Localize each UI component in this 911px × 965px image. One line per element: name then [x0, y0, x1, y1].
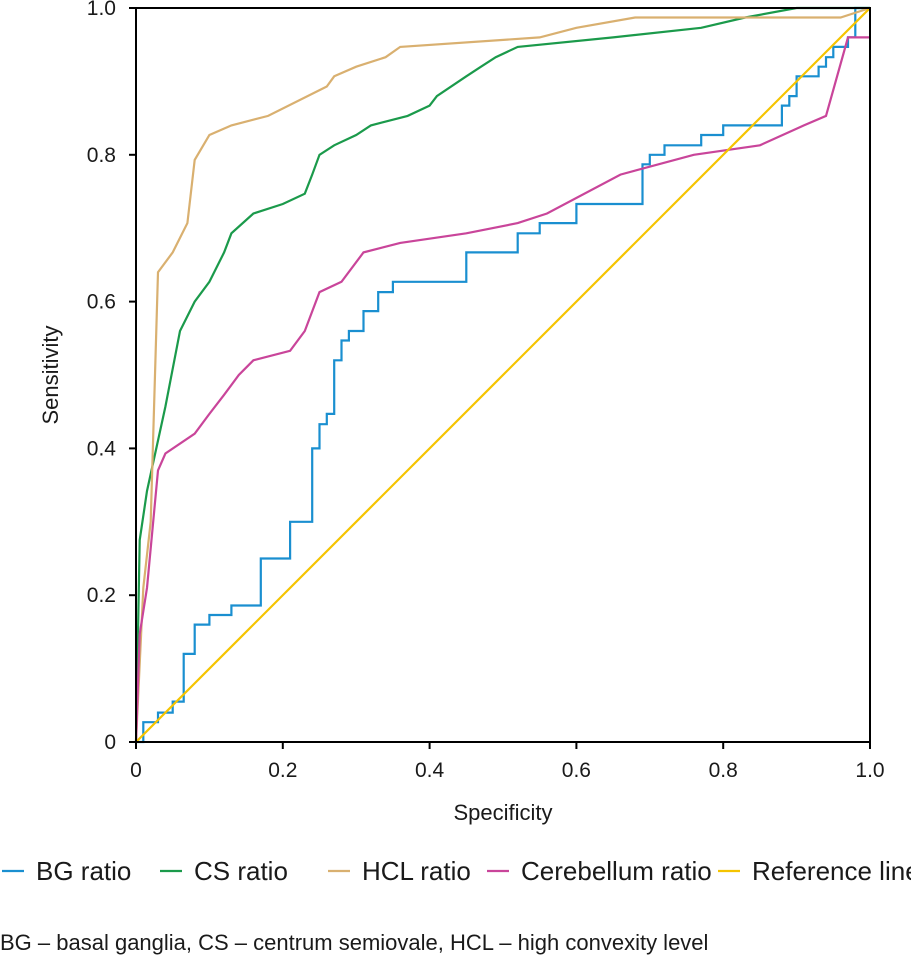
series-line-bg-ratio [136, 6, 870, 744]
y-axis-title: Sensitivity [38, 325, 63, 424]
x-tick-label: 0.2 [268, 759, 297, 782]
x-tick-label: 0.6 [562, 759, 591, 782]
legend-label: CS ratio [194, 856, 288, 886]
legend: BG ratio CS ratio HCL ratio Cerebellum rati… [2, 856, 911, 886]
y-tick-label: 0.8 [87, 144, 116, 167]
x-axis-title: Specificity [453, 800, 552, 825]
legend-label: Cerebellum ratio [521, 856, 712, 886]
plot-frame [135, 7, 871, 743]
legend-label: BG ratio [36, 856, 131, 886]
legend-label: Reference line [752, 856, 911, 886]
series-line-cs-ratio [134, 6, 870, 743]
roc-chart: 0 0.2 0.4 0.6 0.8 1.0 0 0.2 0.4 0.6 0.8 1.0 Specif… [2, 0, 911, 886]
x-tick-label: 1.0 [855, 759, 884, 782]
y-tick-label: 0 [104, 731, 116, 754]
y-tick-label: 0.6 [87, 291, 116, 314]
series-line-cerebellum-ratio [134, 36, 870, 743]
series-line-reference-line [135, 7, 871, 743]
plot-border [135, 7, 871, 743]
plot-lines [134, 6, 871, 744]
y-tick-label: 0.2 [87, 584, 116, 607]
y-tick-label: 1.0 [87, 0, 116, 20]
series-line-hcl-ratio [134, 6, 871, 743]
x-tick-label: 0.8 [709, 759, 738, 782]
y-axis-ticks: 0 0.2 0.4 0.6 0.8 1.0 [87, 0, 136, 754]
legend-label: HCL ratio [362, 856, 471, 886]
y-tick-label: 0.4 [87, 437, 117, 460]
x-tick-label: 0 [130, 759, 142, 782]
footnote: BG – basal ganglia, CS – centrum semiova… [0, 930, 709, 955]
x-tick-label: 0.4 [415, 759, 445, 782]
x-axis-ticks: 0 0.2 0.4 0.6 0.8 1.0 [130, 742, 885, 782]
